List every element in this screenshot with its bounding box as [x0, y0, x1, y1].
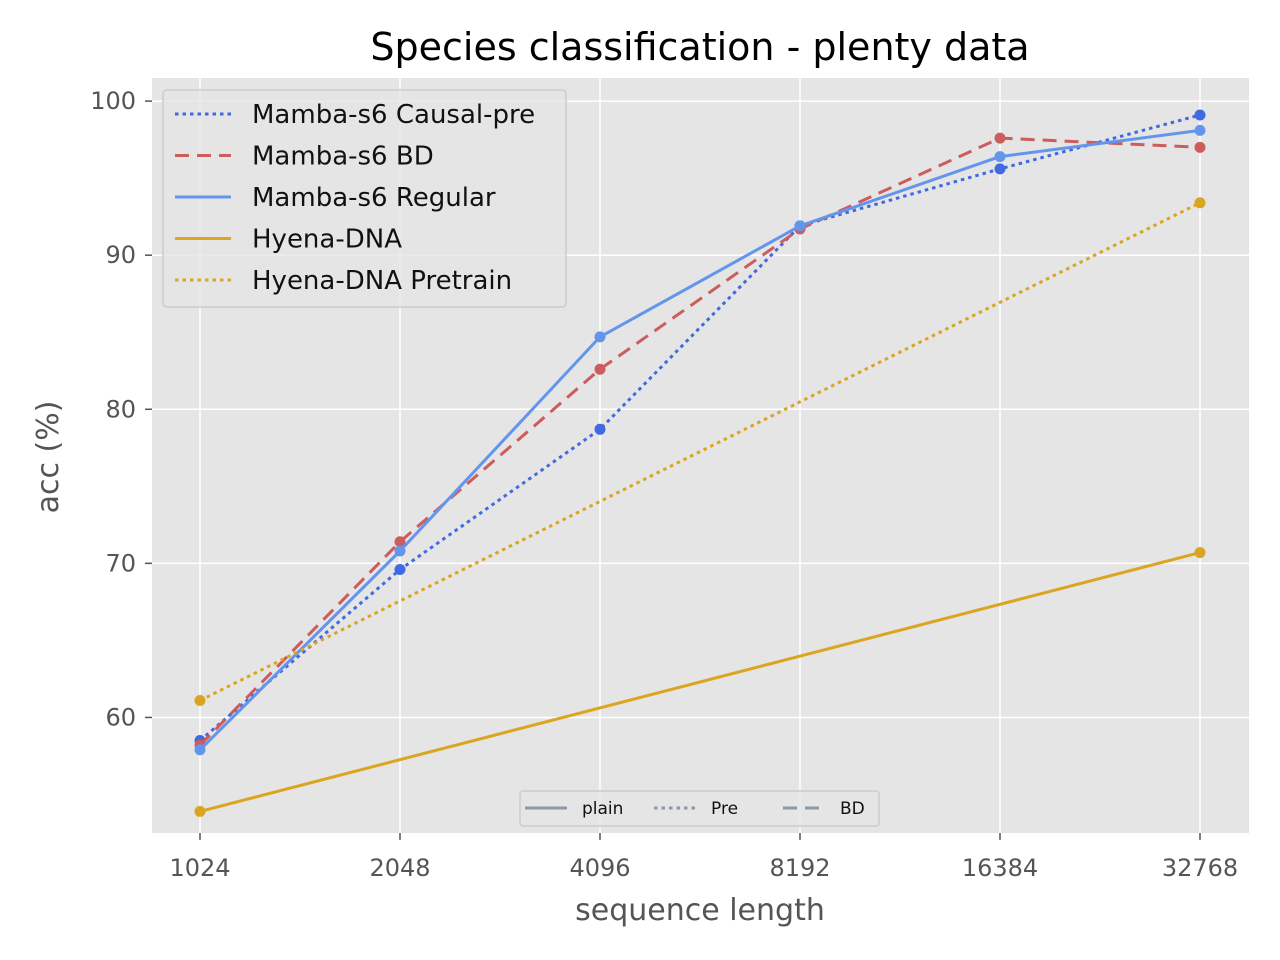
- style-legend-label: BD: [840, 799, 865, 819]
- series-line: [198, 136, 1201, 747]
- x-tick-label: 8192: [769, 854, 830, 882]
- x-axis-label: sequence length: [575, 893, 825, 928]
- series-legend: Mamba-s6 Causal-pre Mamba-s6 BD Mamba-s6 R…: [162, 89, 567, 308]
- style-legend-label: Pre: [711, 799, 738, 819]
- series-line: [199, 113, 1201, 742]
- series-line: [199, 551, 1201, 813]
- y-axis-label: acc (%): [31, 401, 66, 514]
- y-tick-label: 80: [105, 395, 136, 423]
- data-point: [194, 805, 206, 817]
- data-point: [594, 423, 606, 435]
- x-tick-label: 1024: [169, 854, 230, 882]
- data-point: [394, 564, 406, 576]
- legend-label: Hyena-DNA: [252, 225, 402, 255]
- tick-labels: 1024 2048 4096 8192 16384 32768 60 70 80 90 100: [90, 87, 1238, 882]
- x-tick-label: 16384: [962, 854, 1038, 882]
- data-point: [1194, 109, 1206, 121]
- data-point: [994, 163, 1006, 175]
- x-tick-label: 2048: [369, 854, 430, 882]
- y-tick-label: 100: [90, 87, 136, 115]
- data-point: [1194, 197, 1206, 209]
- y-tick-label: 90: [105, 241, 136, 269]
- data-point: [994, 132, 1006, 144]
- data-point: [394, 536, 406, 548]
- data-point: [594, 331, 606, 343]
- data-series: [194, 109, 1206, 817]
- style-legend-box: [519, 790, 880, 827]
- data-point: [194, 744, 206, 756]
- chart-title: Species classification - plenty data: [370, 25, 1029, 69]
- data-point: [794, 220, 806, 232]
- data-point: [994, 151, 1006, 163]
- legend-label: Mamba-s6 Regular: [252, 183, 496, 213]
- series-line: [198, 128, 1201, 751]
- x-tick-label: 4096: [569, 854, 630, 882]
- y-tick-label: 70: [105, 549, 136, 577]
- series-line: [199, 201, 1201, 702]
- data-point: [1194, 124, 1206, 136]
- x-tick-label: 32768: [1162, 854, 1238, 882]
- data-point: [1194, 547, 1206, 559]
- data-point: [194, 694, 206, 706]
- legend-label: Hyena-DNA Pretrain: [252, 266, 512, 296]
- data-point: [394, 545, 406, 557]
- data-point: [594, 363, 606, 375]
- legend-label: Mamba-s6 BD: [252, 142, 434, 172]
- style-legend-label: plain: [582, 799, 623, 819]
- data-point: [1194, 141, 1206, 153]
- line-style-legend: plain Pre BD: [519, 790, 880, 827]
- legend-box: [162, 89, 567, 308]
- legend-label: Mamba-s6 Causal-pre: [252, 100, 535, 130]
- y-tick-label: 60: [105, 703, 136, 731]
